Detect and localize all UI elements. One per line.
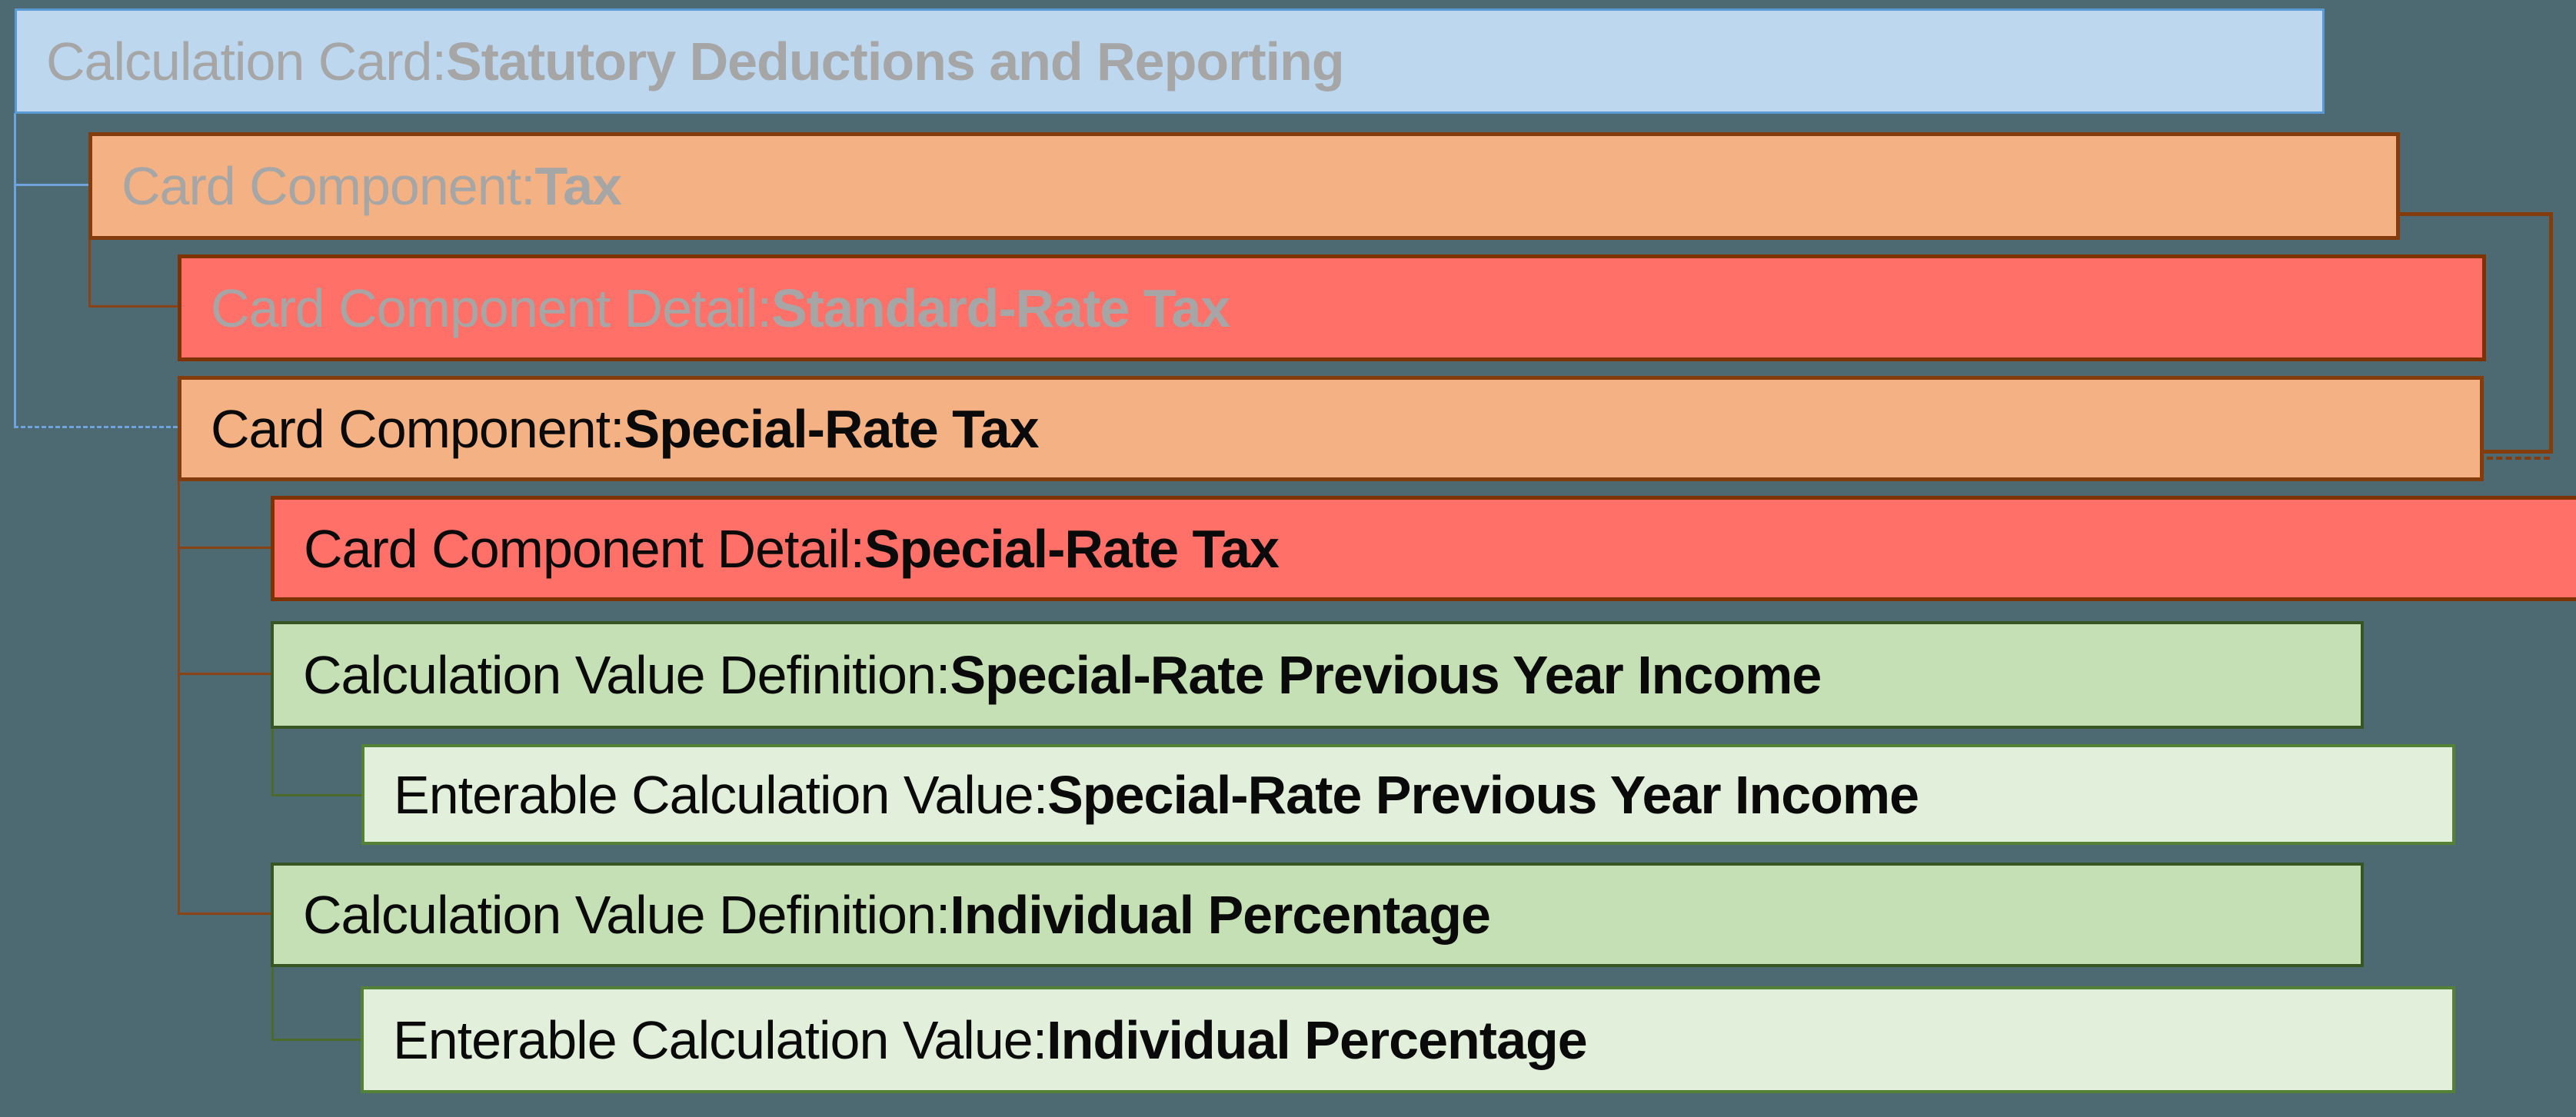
node-calculation-value-definition-special-rate-previous-year-income: Calculation Value Definition: Special-Ra…: [271, 621, 2364, 729]
node-label-name: Standard-Rate Tax: [770, 278, 1230, 338]
connector-tax-to-standard-rate-detail: [88, 305, 178, 308]
connector-value-def-2-drop-vertical: [271, 966, 274, 1041]
connector-special-rate-trunk-vertical: [178, 481, 180, 915]
node-label-name: Special-Rate Previous Year Income: [950, 645, 1822, 705]
node-label-name: Special-Rate Tax: [864, 518, 1280, 579]
connector-value-def-1-to-enterable-1: [271, 794, 361, 796]
node-label-name: Individual Percentage: [950, 885, 1491, 945]
node-enterable-calculation-value-special-rate-previous-year-income: Enterable Calculation Value: Special-Rat…: [361, 744, 2455, 845]
connector-special-rate-to-detail: [178, 547, 271, 549]
node-label-name: Special-Rate Previous Year Income: [1047, 764, 1919, 825]
connector-special-rate-to-value-def-1: [178, 673, 271, 675]
connector-tax-right-end-horizontal: [2484, 450, 2553, 454]
node-label-prefix: Card Component Detail:: [211, 278, 772, 338]
node-label-name: Individual Percentage: [1047, 1009, 1588, 1070]
connector-card-to-special-rate-tax: [14, 426, 178, 428]
connector-value-def-1-drop-vertical: [271, 728, 274, 796]
node-label-name: Statutory Deductions and Reporting: [445, 31, 1345, 91]
node-label-prefix: Enterable Calculation Value:: [394, 764, 1048, 825]
node-label-prefix: Card Component Detail:: [304, 518, 865, 579]
node-calculation-card: Calculation Card: Statutory Deductions a…: [15, 8, 2325, 114]
connector-card-trunk-vertical: [14, 113, 16, 428]
connector-tax-drop-vertical: [88, 240, 91, 308]
node-label-prefix: Enterable Calculation Value:: [393, 1009, 1047, 1070]
node-card-component-special-rate-tax: Card Component: Special-Rate Tax: [178, 376, 2484, 481]
connector-tax-right-vertical: [2549, 212, 2553, 454]
node-label-prefix: Calculation Card:: [46, 31, 447, 91]
node-label-prefix: Card Component:: [121, 156, 536, 216]
node-label-prefix: Card Component:: [211, 398, 625, 459]
connector-tax-right-dashed-tail: [2487, 457, 2550, 460]
node-label-name: Tax: [534, 156, 622, 216]
node-card-component-detail-standard-rate-tax: Card Component Detail: Standard-Rate Tax: [178, 254, 2486, 361]
connector-value-def-2-to-enterable-2: [271, 1039, 361, 1041]
node-label-prefix: Calculation Value Definition:: [303, 645, 950, 705]
node-label-name: Special-Rate Tax: [624, 398, 1040, 459]
node-card-component-detail-special-rate-tax: Card Component Detail: Special-Rate Tax: [271, 496, 2576, 601]
node-card-component-tax: Card Component: Tax: [88, 132, 2400, 240]
node-label-prefix: Calculation Value Definition:: [303, 885, 950, 945]
node-enterable-calculation-value-individual-percentage: Enterable Calculation Value: Individual …: [361, 986, 2455, 1093]
connector-card-to-tax: [14, 184, 88, 186]
connector-special-rate-to-value-def-2: [178, 913, 271, 915]
node-calculation-value-definition-individual-percentage: Calculation Value Definition: Individual…: [271, 863, 2364, 967]
connector-tax-right-horizontal: [2394, 212, 2553, 216]
